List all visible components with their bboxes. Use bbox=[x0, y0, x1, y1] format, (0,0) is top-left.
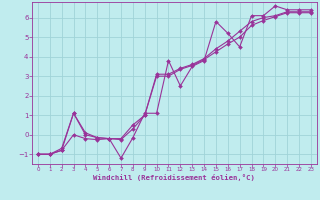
X-axis label: Windchill (Refroidissement éolien,°C): Windchill (Refroidissement éolien,°C) bbox=[93, 174, 255, 181]
